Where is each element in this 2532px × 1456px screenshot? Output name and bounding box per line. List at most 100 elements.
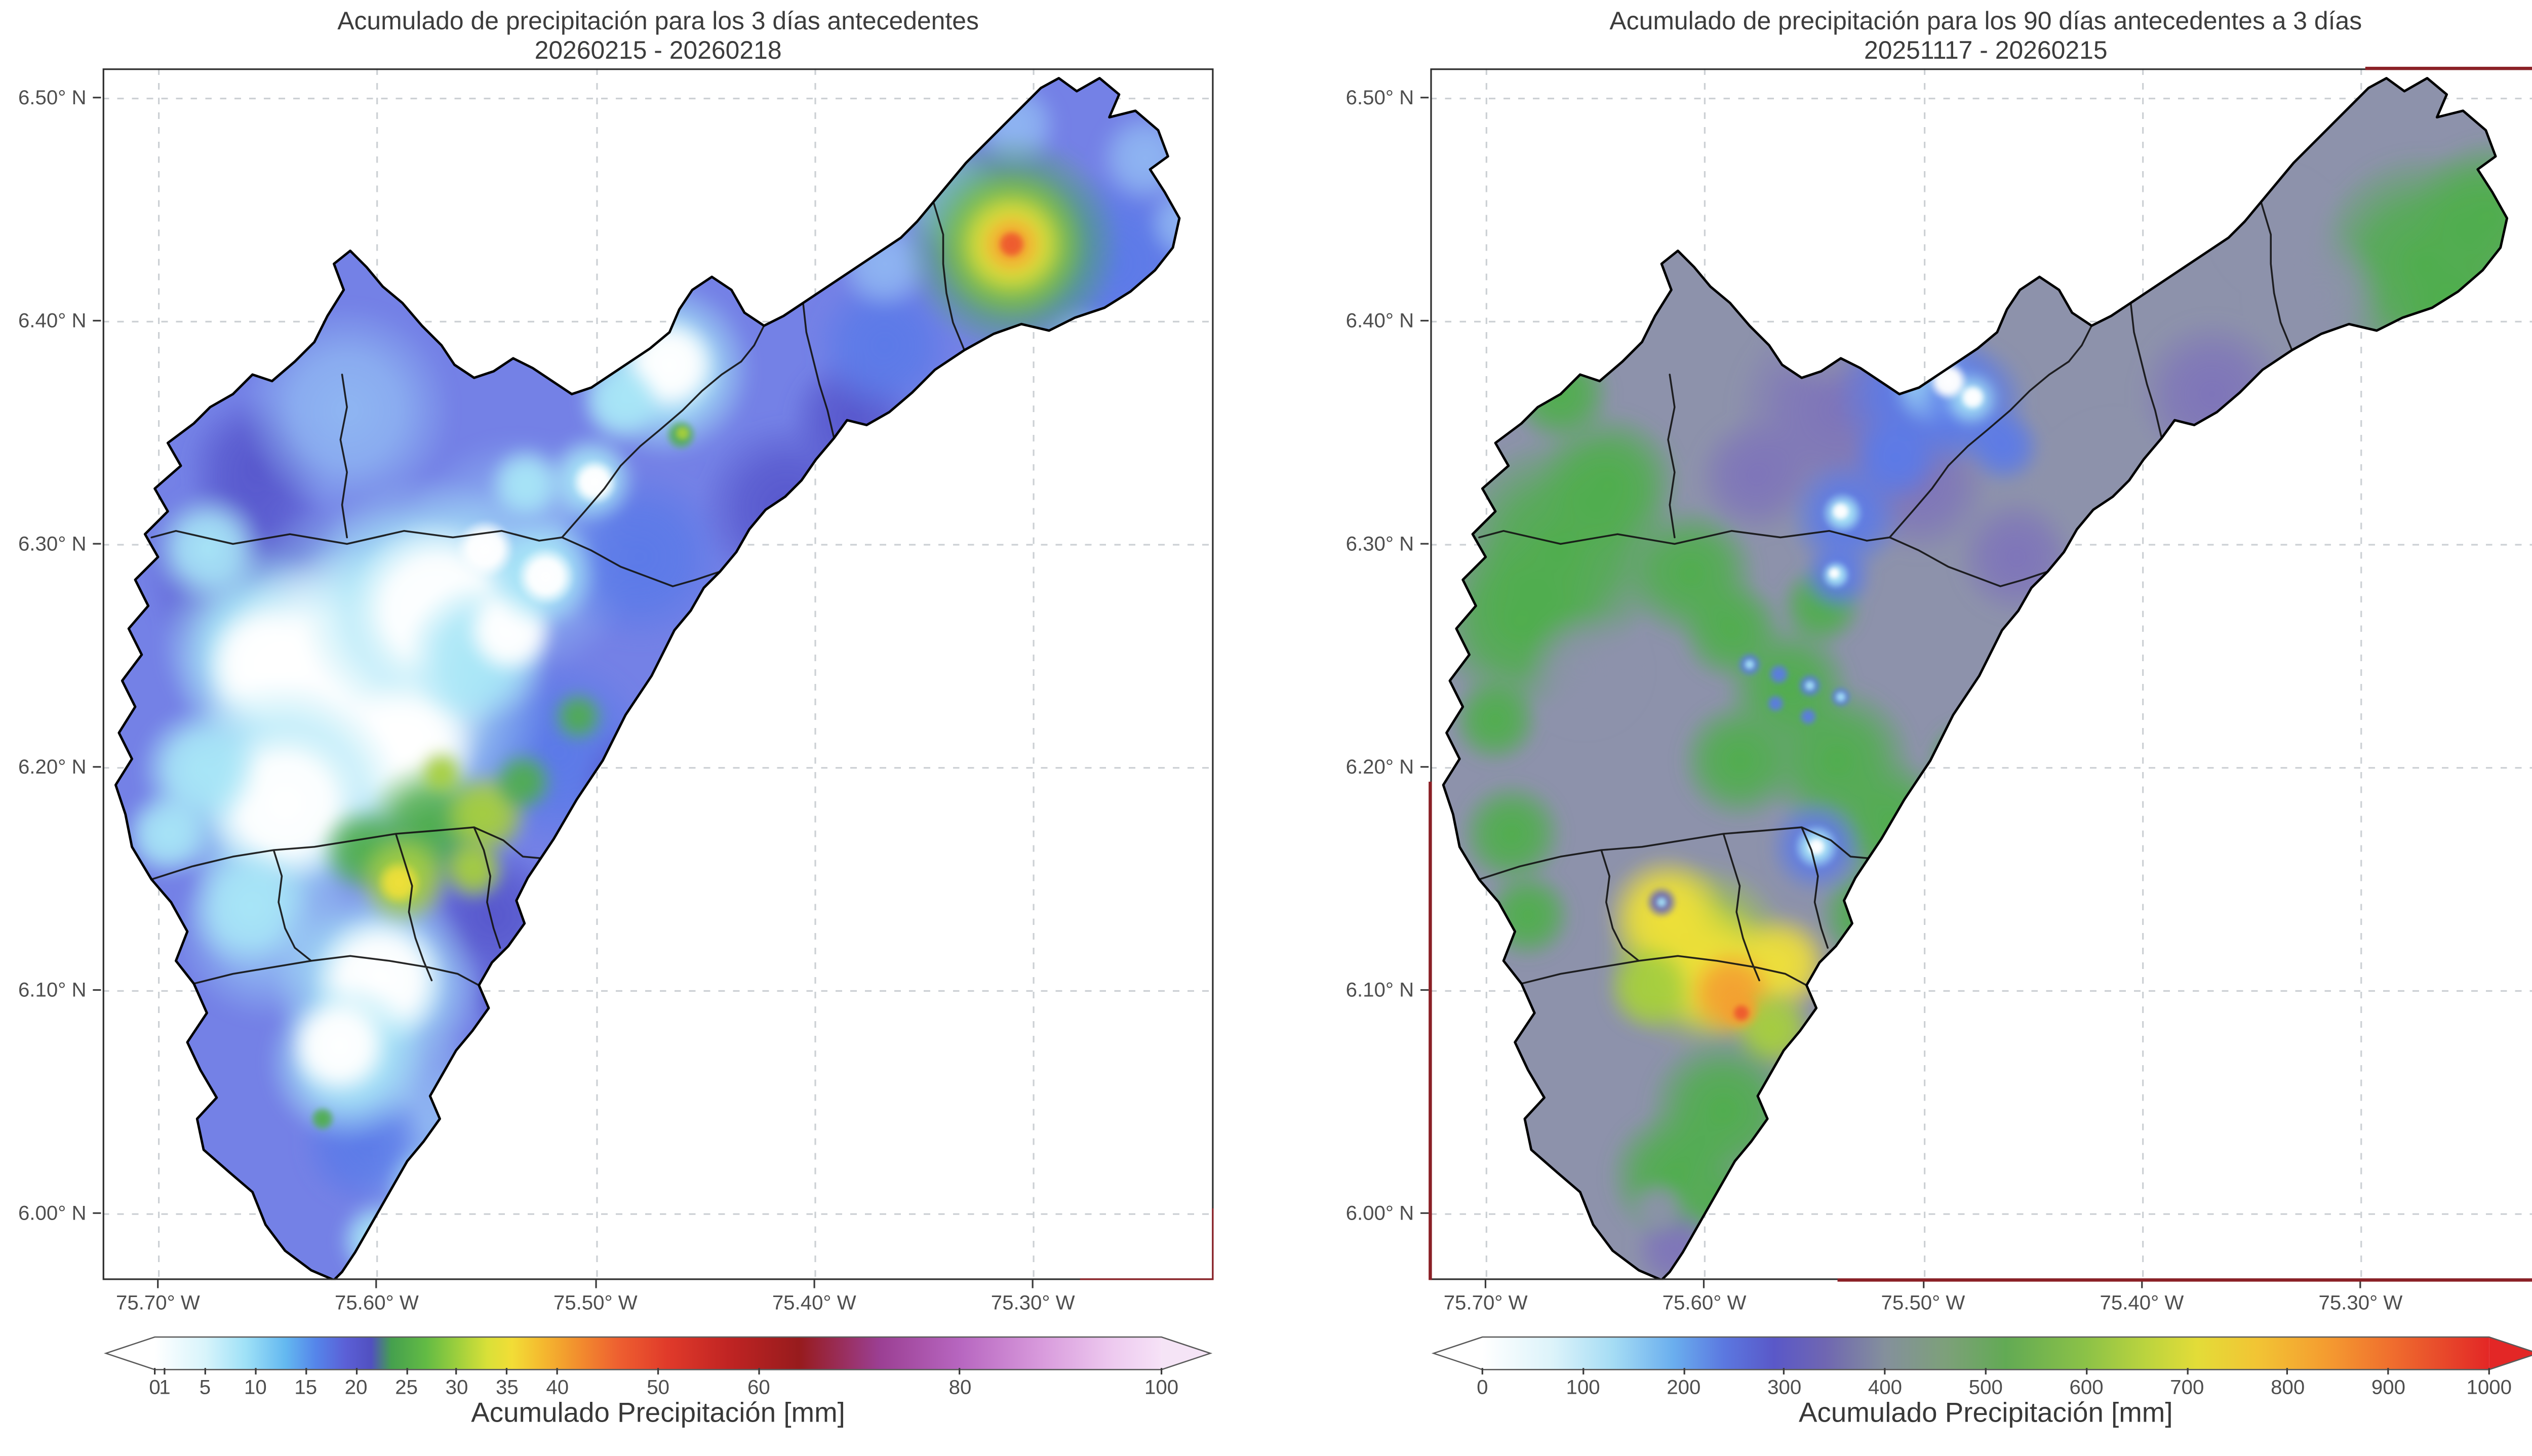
plot-area xyxy=(102,68,1214,1280)
panel-subtitle-dates: 20251117 - 20260215 xyxy=(1864,37,2108,65)
gridline-horizontal xyxy=(1430,320,2532,322)
precip-map-90day xyxy=(1430,68,2532,1280)
gridline-vertical xyxy=(1033,68,1035,1280)
x-tick-label: 75.40° W xyxy=(2100,1291,2184,1314)
colorbar-tick-label: 5 xyxy=(199,1376,211,1399)
colorbar-over-arrow xyxy=(2489,1337,2532,1370)
colorbar-axis-label: Acumulado Precipitación [mm] xyxy=(1799,1397,2173,1429)
y-tick-mark xyxy=(1420,1212,1429,1215)
x-tick-label: 75.30° W xyxy=(2318,1291,2403,1314)
y-tick-label: 6.10° N xyxy=(18,979,87,1002)
x-tick-mark xyxy=(1484,1280,1487,1288)
x-tick-label: 75.50° W xyxy=(553,1291,638,1314)
colorbar-tick-mark xyxy=(1481,1368,1483,1374)
y-tick-label: 6.50° N xyxy=(18,86,87,109)
gridline-horizontal xyxy=(102,97,1214,100)
colorbar-tick-label: 1000 xyxy=(2466,1376,2512,1399)
y-tick-mark xyxy=(1420,543,1429,545)
x-tick-mark xyxy=(1032,1280,1034,1288)
colorbar-tick-label: 30 xyxy=(445,1376,468,1399)
y-tick-mark xyxy=(93,543,101,545)
colorbar-tick-label: 700 xyxy=(2170,1376,2204,1399)
colorbar-tick-mark xyxy=(153,1368,156,1374)
y-tick-label: 6.30° N xyxy=(1346,532,1414,555)
panel-title: Acumulado de precipitación para los 3 dí… xyxy=(337,8,979,36)
x-tick-mark xyxy=(1703,1280,1706,1288)
gridline-horizontal xyxy=(1430,1213,2532,1215)
x-tick-mark xyxy=(375,1280,378,1288)
colorbar-tick-mark xyxy=(2387,1368,2390,1374)
y-tick-mark xyxy=(1420,96,1429,99)
colorbar-tick-mark xyxy=(1884,1368,1886,1374)
colorbar-tick-mark xyxy=(405,1368,408,1374)
y-tick-label: 6.00° N xyxy=(1346,1202,1414,1225)
panel-subtitle-dates: 20260215 - 20260218 xyxy=(534,37,782,65)
colorbar-tick-mark xyxy=(2186,1368,2188,1374)
y-tick-label: 6.30° N xyxy=(18,532,87,555)
plot-area xyxy=(1430,68,2532,1280)
x-tick-mark xyxy=(1922,1280,1924,1288)
y-tick-label: 6.20° N xyxy=(18,755,87,779)
colorbar-tick-label: 40 xyxy=(546,1376,569,1399)
colorbar-tick-label: 300 xyxy=(1767,1376,1802,1399)
colorbar-tick-label: 800 xyxy=(2271,1376,2305,1399)
x-tick-mark xyxy=(594,1280,597,1288)
region-border-red xyxy=(1211,1208,1214,1280)
colorbar-tick-label: 500 xyxy=(1968,1376,2003,1399)
colorbar-90day xyxy=(1431,1336,2532,1370)
gridline-vertical xyxy=(814,68,816,1280)
colorbar-under-arrow xyxy=(106,1337,155,1370)
colorbar-tick-label: 0 xyxy=(1477,1376,1488,1399)
gridline-horizontal xyxy=(1430,767,2532,769)
colorbar-gradient xyxy=(154,1337,1162,1370)
colorbar-tick-label: 1 xyxy=(159,1376,171,1399)
y-tick-label: 6.40° N xyxy=(1346,309,1414,333)
colorbar-tick-mark xyxy=(204,1368,206,1374)
x-tick-label: 75.60° W xyxy=(334,1291,419,1314)
colorbar-tick-mark xyxy=(506,1368,508,1374)
gridline-vertical xyxy=(2360,68,2362,1280)
x-tick-label: 75.70° W xyxy=(115,1291,200,1314)
colorbar-tick-mark xyxy=(1985,1368,1987,1374)
colorbar-tick-mark xyxy=(254,1368,256,1374)
x-tick-mark xyxy=(813,1280,815,1288)
gridline-horizontal xyxy=(1430,97,2532,100)
region-border-red xyxy=(1080,1278,1214,1281)
colorbar-gradient xyxy=(1482,1337,2489,1370)
colorbar-tick-label: 900 xyxy=(2371,1376,2405,1399)
x-tick-label: 75.60° W xyxy=(1662,1291,1747,1314)
gridline-horizontal xyxy=(102,320,1214,322)
colorbar-tick-mark xyxy=(355,1368,357,1374)
x-tick-label: 75.40° W xyxy=(772,1291,856,1314)
colorbar-tick-mark xyxy=(557,1368,559,1374)
y-tick-mark xyxy=(1420,766,1429,768)
colorbar-tick-mark xyxy=(657,1368,659,1374)
colorbar-tick-label: 25 xyxy=(395,1376,418,1399)
gridline-vertical xyxy=(2142,68,2144,1280)
region-border-red xyxy=(1837,1278,2532,1281)
y-tick-label: 6.00° N xyxy=(18,1202,87,1225)
colorbar-tick-label: 35 xyxy=(496,1376,519,1399)
colorbar-tick-label: 60 xyxy=(747,1376,770,1399)
colorbar-tick-label: 20 xyxy=(344,1376,368,1399)
gridline-horizontal xyxy=(102,767,1214,769)
y-tick-mark xyxy=(1420,989,1429,991)
y-tick-mark xyxy=(93,96,101,99)
panel-title: Acumulado de precipitación para los 90 d… xyxy=(1609,8,2362,36)
colorbar-tick-label: 0 xyxy=(149,1376,161,1399)
y-tick-mark xyxy=(93,319,101,322)
colorbar-tick-mark xyxy=(1683,1368,1685,1374)
colorbar-tick-label: 80 xyxy=(948,1376,972,1399)
gridline-horizontal xyxy=(102,990,1214,992)
colorbar-tick-mark xyxy=(456,1368,458,1374)
colorbar-tick-mark xyxy=(959,1368,961,1374)
y-tick-mark xyxy=(93,1212,101,1215)
colorbar-tick-label: 400 xyxy=(1868,1376,1902,1399)
y-tick-mark xyxy=(1420,319,1429,322)
colorbar-tick-label: 50 xyxy=(647,1376,669,1399)
colorbar-tick-label: 600 xyxy=(2069,1376,2104,1399)
y-tick-mark xyxy=(93,989,101,991)
